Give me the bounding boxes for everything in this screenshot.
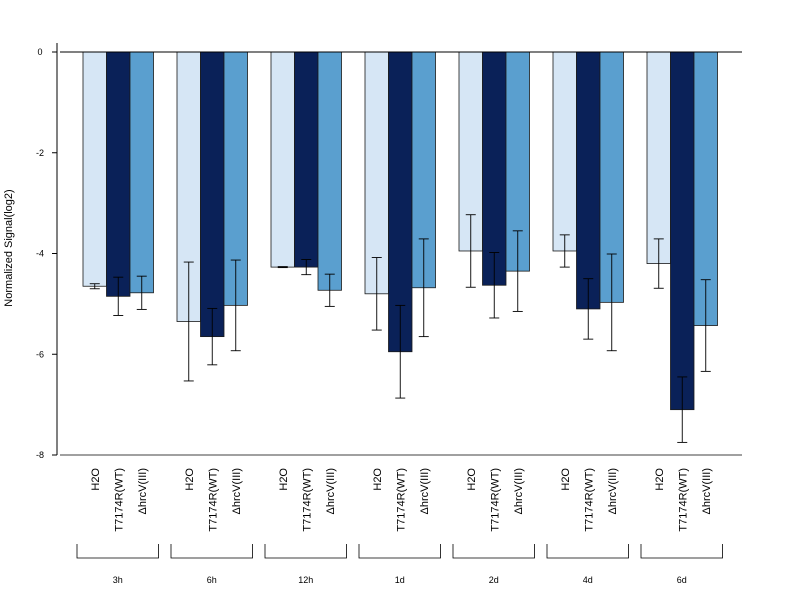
bar xyxy=(576,51,601,310)
y-tick-label: 0 xyxy=(37,47,42,57)
group-bracket xyxy=(452,544,535,559)
category-label: ΔhrcV(III) xyxy=(607,468,619,514)
bars-layer xyxy=(82,51,718,411)
group-label: 1d xyxy=(395,575,405,585)
y-axis: 0 -2 -4 -6 -8 xyxy=(36,43,58,460)
y-tick-label: -2 xyxy=(36,148,44,158)
group-bracket xyxy=(640,544,723,559)
bar xyxy=(317,51,342,291)
group-label: 3h xyxy=(113,575,123,585)
category-label: H2O xyxy=(372,468,384,491)
y-tick-label: -6 xyxy=(36,349,44,359)
bar xyxy=(670,51,695,411)
category-label: T7174R(WT) xyxy=(489,468,501,532)
bar xyxy=(552,51,577,252)
bar xyxy=(82,51,107,287)
category-label: T7174R(WT) xyxy=(113,468,125,532)
group-bracket xyxy=(264,544,347,559)
category-label: T7174R(WT) xyxy=(395,468,407,532)
errorbars-layer xyxy=(89,214,711,443)
y-tick-label: -4 xyxy=(36,249,44,259)
bar xyxy=(482,51,507,286)
category-label: H2O xyxy=(184,468,196,491)
category-label: ΔhrcV(III) xyxy=(701,468,713,514)
group-label: 12h xyxy=(298,575,313,585)
group-bracket xyxy=(546,544,629,559)
group-labels: 3h 6h 12h 1d 2d 4d 6d xyxy=(113,575,687,585)
category-label: H2O xyxy=(90,468,102,491)
group-brackets xyxy=(76,544,723,559)
group-label: 6h xyxy=(207,575,217,585)
category-label: ΔhrcV(III) xyxy=(513,468,525,514)
category-label: ΔhrcV(III) xyxy=(137,468,149,514)
group-label: 2d xyxy=(489,575,499,585)
category-label: ΔhrcV(III) xyxy=(325,468,337,514)
group-bracket xyxy=(170,544,253,559)
group-bracket xyxy=(358,544,441,559)
category-label: T7174R(WT) xyxy=(301,468,313,532)
bar xyxy=(270,51,295,268)
group-label: 4d xyxy=(583,575,593,585)
category-label: ΔhrcV(III) xyxy=(231,468,243,514)
y-axis-title: Normalized Signal(log2) xyxy=(3,189,15,306)
group-bracket xyxy=(76,544,159,559)
y-tick-label: -8 xyxy=(36,450,44,460)
bar xyxy=(294,51,319,268)
category-label: T7174R(WT) xyxy=(207,468,219,532)
category-label: T7174R(WT) xyxy=(677,468,689,532)
bar xyxy=(646,51,671,264)
category-label: H2O xyxy=(278,468,290,491)
bar xyxy=(129,51,154,294)
category-label: T7174R(WT) xyxy=(583,468,595,532)
category-label: H2O xyxy=(560,468,572,491)
category-label: H2O xyxy=(654,468,666,491)
bar xyxy=(106,51,131,297)
group-label: 6d xyxy=(677,575,687,585)
category-label: H2O xyxy=(466,468,478,491)
category-label: ΔhrcV(III) xyxy=(419,468,431,514)
category-labels: H2O T7174R(WT) ΔhrcV(III) H2O T7174R(WT) Δhrc… xyxy=(90,468,713,532)
bar xyxy=(200,51,225,338)
